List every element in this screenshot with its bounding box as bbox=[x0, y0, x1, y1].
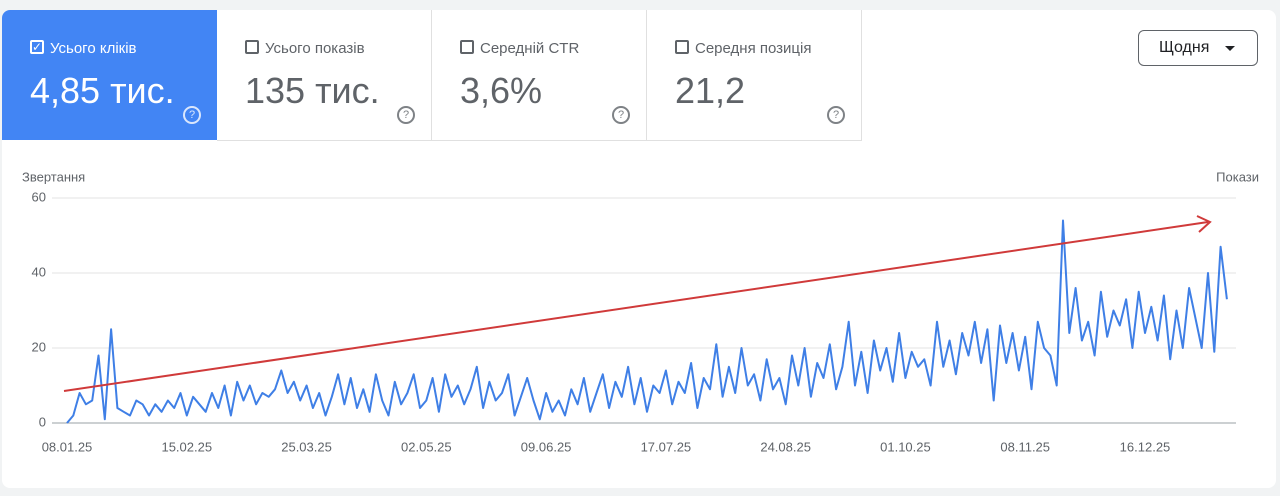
x-tick-label: 08.01.25 bbox=[42, 439, 93, 454]
checkbox[interactable] bbox=[245, 40, 259, 54]
checkbox[interactable] bbox=[675, 40, 689, 54]
x-tick-label: 09.06.25 bbox=[521, 439, 572, 454]
metric-card[interactable]: Усього показів 135 тис.? bbox=[217, 10, 432, 141]
line bbox=[66, 219, 1228, 424]
y2-axis-title: Покази bbox=[1216, 169, 1259, 184]
metric-value: 135 тис. bbox=[245, 70, 380, 111]
checkbox[interactable]: ✓ bbox=[30, 40, 44, 54]
x-tick-label: 02.05.25 bbox=[401, 439, 452, 454]
x-tick-label: 08.11.25 bbox=[1000, 439, 1050, 454]
x-tick-label: 17.07.25 bbox=[641, 439, 692, 454]
metric-card[interactable]: ✓ Усього кліків 4,85 тис.? bbox=[2, 10, 217, 140]
metric-label: Усього показів bbox=[265, 40, 365, 57]
x-tick-label: 24.08.25 bbox=[760, 439, 811, 454]
metric-card[interactable]: Середній CTR 3,6%? bbox=[432, 10, 647, 141]
help-icon[interactable]: ? bbox=[827, 106, 845, 124]
metric-value: 3,6% bbox=[460, 70, 543, 111]
y-tick-label: 20 bbox=[32, 339, 46, 354]
y-axis-title: Звертання bbox=[22, 169, 85, 184]
metric-label: Усього кліків bbox=[50, 40, 137, 57]
period-dropdown[interactable]: Щодня bbox=[1138, 30, 1258, 66]
checkbox[interactable] bbox=[460, 40, 474, 54]
trend-arrow bbox=[63, 221, 1209, 392]
trend-arrow-head bbox=[1196, 215, 1212, 233]
metric-label: Середній CTR bbox=[480, 40, 580, 57]
x-tick-label: 16.12.25 bbox=[1120, 439, 1171, 454]
x-tick-label: 01.10.25 bbox=[880, 439, 931, 454]
x-tick-label: 25.03.25 bbox=[281, 439, 332, 454]
metric-label: Середня позиція bbox=[695, 40, 812, 57]
help-icon[interactable]: ? bbox=[183, 106, 201, 124]
x-tick-label: 15.02.25 bbox=[161, 439, 212, 454]
help-icon[interactable]: ? bbox=[397, 106, 415, 124]
y-tick-label: 40 bbox=[32, 264, 46, 279]
metric-value: 21,2 bbox=[675, 70, 746, 111]
help-icon[interactable]: ? bbox=[612, 106, 630, 124]
y-tick-label: 0 bbox=[39, 414, 46, 429]
metric-value: 4,85 тис. bbox=[30, 70, 175, 111]
y-tick-label: 60 bbox=[32, 189, 46, 204]
metric-card[interactable]: Середня позиція 21,2? bbox=[647, 10, 862, 141]
